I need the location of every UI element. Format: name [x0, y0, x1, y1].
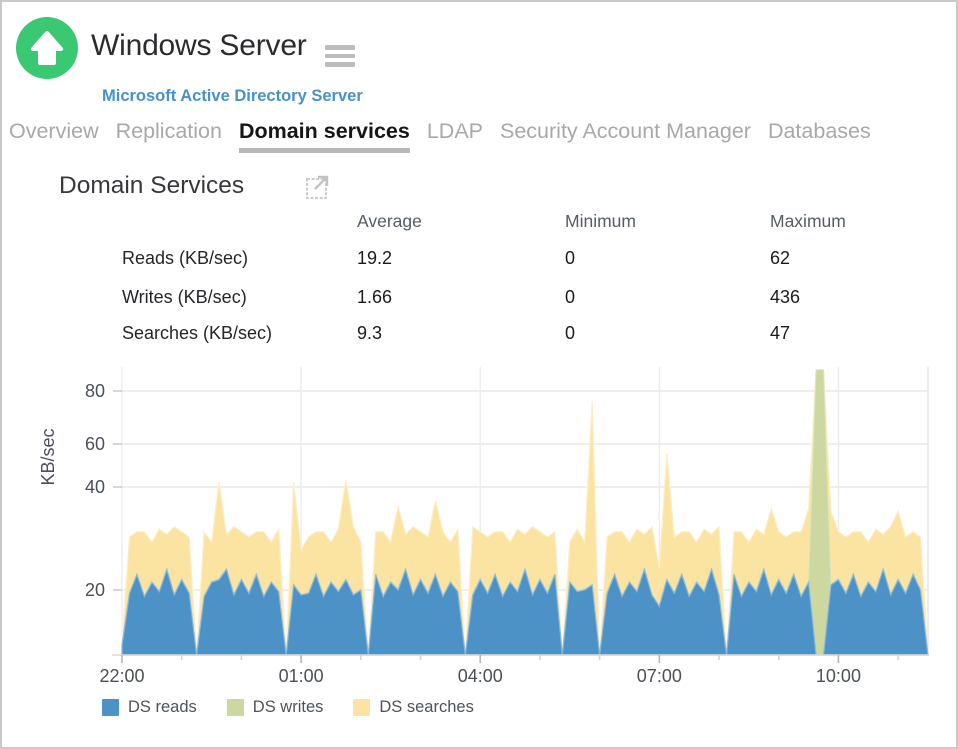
tab-bar: Overview Replication Domain services LDA… — [9, 119, 882, 153]
y-axis-title: KB/sec — [38, 428, 58, 485]
stats-table: Average Minimum Maximum Reads (KB/sec) 1… — [122, 205, 920, 350]
page-title: Windows Server — [91, 29, 307, 62]
row-label-reads: Reads (KB/sec) — [122, 247, 249, 268]
reads-average: 19.2 — [357, 247, 393, 268]
svg-text:20: 20 — [85, 580, 105, 600]
chart-legend: DS reads DS writes DS searches — [102, 698, 504, 717]
section-title: Domain Services — [59, 172, 245, 199]
svg-text:10:00: 10:00 — [816, 666, 861, 686]
svg-text:40: 40 — [85, 477, 105, 497]
ds-searches-swatch-icon — [353, 699, 371, 716]
tab-ldap[interactable]: LDAP — [426, 119, 484, 143]
writes-minimum: 0 — [565, 287, 576, 307]
stats-corner — [122, 205, 357, 237]
searches-average: 9.3 — [357, 322, 383, 343]
app-logo-upload-icon — [16, 17, 78, 79]
integration-link[interactable]: Microsoft Active Directory Server — [102, 87, 363, 105]
row-label-writes: Writes (KB/sec) — [122, 287, 247, 307]
legend-label: DS reads — [128, 698, 197, 716]
external-link-icon[interactable] — [305, 174, 331, 205]
legend-item-ds-writes[interactable]: DS writes — [226, 698, 324, 717]
col-header-minimum: Minimum — [565, 210, 636, 231]
writes-maximum: 436 — [770, 287, 801, 307]
col-header-maximum: Maximum — [770, 210, 846, 231]
col-header-average: Average — [357, 210, 422, 231]
domain-services-stacked-area-chart: 20 40 60 80 22:00 01:00 04:00 07:00 10:00 KB/sec — [38, 367, 929, 686]
tab-overview[interactable]: Overview — [9, 119, 99, 143]
svg-text:60: 60 — [85, 434, 105, 454]
tab-databases[interactable]: Databases — [767, 119, 871, 143]
ds-reads-swatch-icon — [102, 699, 119, 716]
legend-item-ds-reads[interactable]: DS reads — [102, 698, 197, 717]
tab-replication[interactable]: Replication — [115, 119, 222, 143]
tab-domain-services[interactable]: Domain services — [238, 119, 410, 153]
reads-maximum: 62 — [770, 247, 791, 268]
tab-security-account-manager[interactable]: Security Account Manager — [500, 119, 751, 143]
searches-maximum: 47 — [770, 322, 791, 343]
svg-text:01:00: 01:00 — [279, 666, 324, 686]
svg-text:22:00: 22:00 — [99, 666, 144, 686]
hamburger-menu-icon[interactable] — [325, 45, 355, 71]
up-arrow-icon — [31, 31, 63, 65]
svg-text:04:00: 04:00 — [458, 666, 503, 686]
searches-minimum: 0 — [565, 322, 576, 343]
svg-text:07:00: 07:00 — [637, 666, 682, 686]
legend-label: DS searches — [379, 698, 474, 716]
legend-item-ds-searches[interactable]: DS searches — [353, 698, 474, 717]
ds-writes-swatch-icon — [226, 699, 244, 716]
writes-average: 1.66 — [357, 287, 393, 307]
reads-minimum: 0 — [565, 247, 576, 268]
row-label-searches: Searches (KB/sec) — [122, 322, 273, 343]
legend-label: DS writes — [252, 698, 324, 716]
svg-text:80: 80 — [85, 381, 105, 401]
